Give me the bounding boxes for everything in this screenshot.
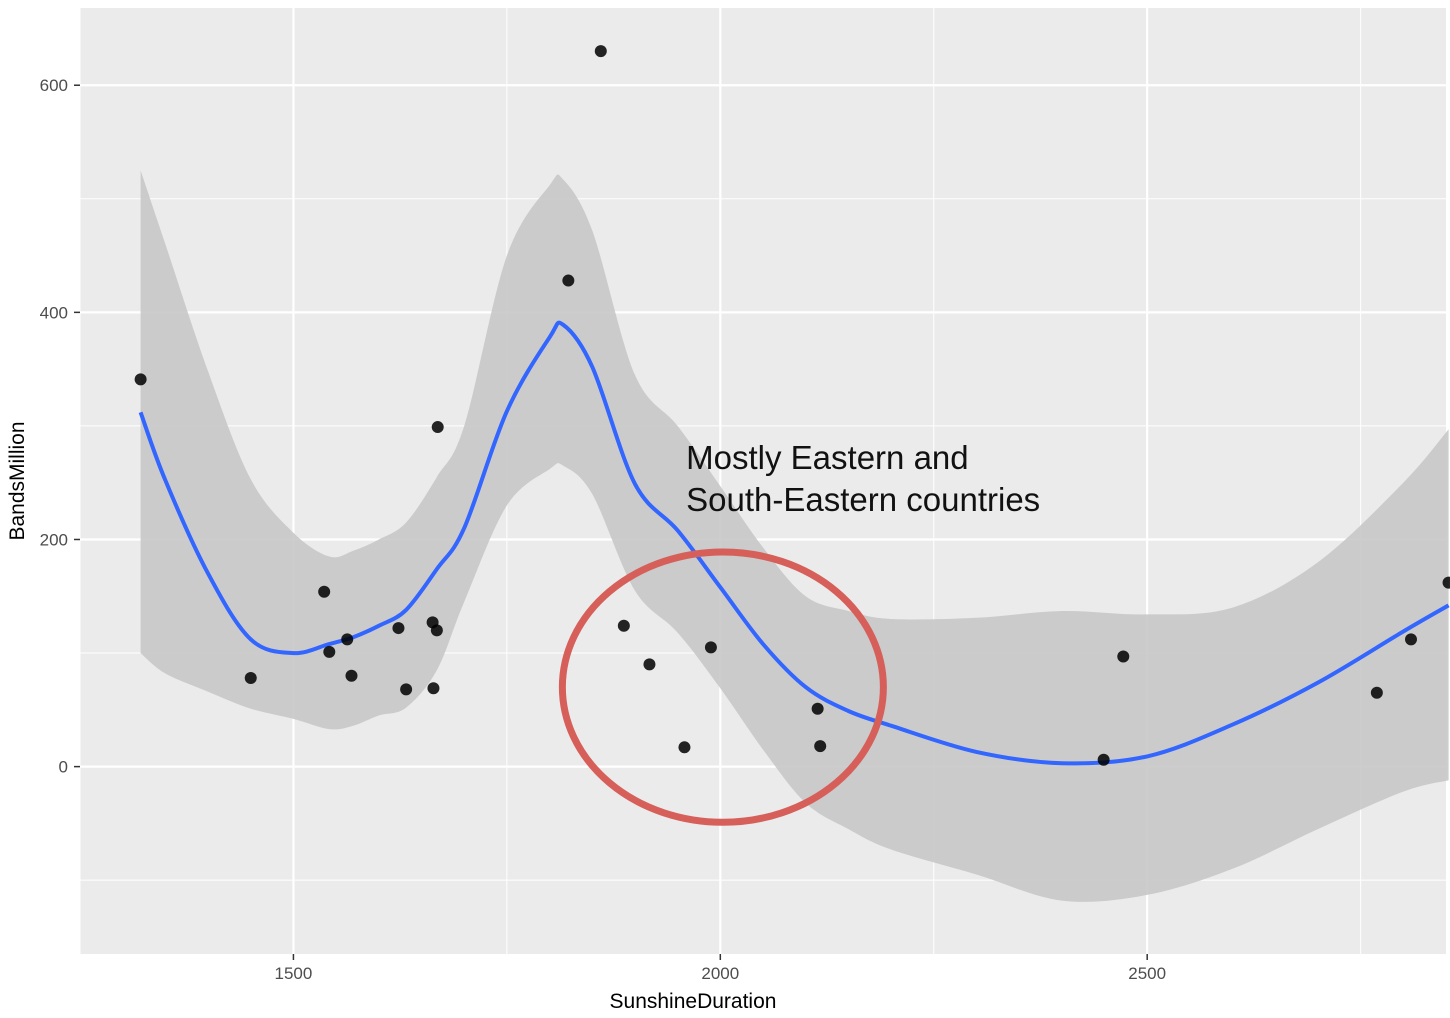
y-tick-label: 400 <box>40 303 68 322</box>
confidence-ribbon <box>140 170 1449 902</box>
x-tick-label: 1500 <box>275 964 313 983</box>
x-axis-ticks: 1500 2000 2500 <box>275 954 1166 983</box>
x-axis-title: SunshineDuration <box>610 990 777 1013</box>
annotation-text-line-2: South-Eastern countries <box>686 481 1040 518</box>
data-point <box>134 373 147 386</box>
annotation-text-line-1: Mostly Eastern and <box>686 439 968 476</box>
data-point <box>594 45 607 58</box>
y-axis-ticks: 0 200 400 600 <box>40 76 80 777</box>
data-point <box>341 633 354 646</box>
data-point <box>430 624 443 637</box>
data-point <box>318 585 331 598</box>
data-point <box>617 619 630 632</box>
annotation-circle <box>558 548 887 826</box>
annotation: Mostly Eastern and South-Eastern countri… <box>558 439 1040 826</box>
y-tick-label: 0 <box>59 758 68 777</box>
data-point <box>678 741 691 754</box>
data-points <box>134 45 1450 766</box>
data-point <box>814 740 827 753</box>
data-point <box>431 421 444 434</box>
data-point <box>704 641 717 654</box>
y-tick-label: 600 <box>40 76 68 95</box>
x-tick-label: 2500 <box>1128 964 1166 983</box>
data-point <box>427 682 440 695</box>
data-point <box>1117 650 1130 663</box>
data-point <box>1404 633 1417 646</box>
data-point <box>643 658 656 671</box>
data-point <box>400 683 413 696</box>
data-point <box>811 702 824 715</box>
data-point <box>1370 686 1383 699</box>
data-point <box>562 274 575 287</box>
data-point <box>392 622 405 635</box>
data-point <box>244 672 257 685</box>
data-point <box>1097 753 1110 766</box>
data-point <box>323 645 336 658</box>
x-tick-label: 2000 <box>701 964 739 983</box>
data-point <box>345 669 358 682</box>
y-tick-label: 200 <box>40 530 68 549</box>
data-point <box>1442 576 1450 589</box>
y-axis-title: BandsMillion <box>6 421 29 540</box>
